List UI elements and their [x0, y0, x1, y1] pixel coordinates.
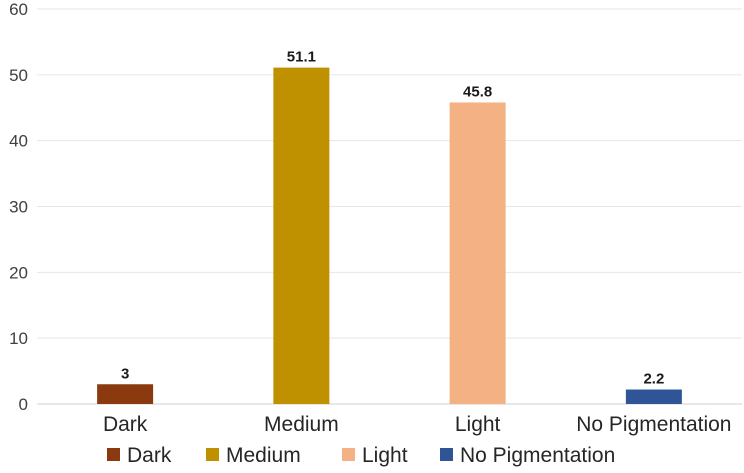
legend-item-no-pigmentation: No Pigmentation — [440, 444, 615, 467]
y-tick-label: 40 — [9, 132, 28, 151]
bar-medium — [273, 67, 330, 404]
legend: Dark Medium Light No Pigmentation — [107, 444, 615, 467]
x-tick-label-no-pigmentation: No Pigmentation — [576, 413, 731, 436]
gridlines — [37, 8, 742, 405]
legend-label: Light — [362, 444, 408, 467]
legend-label: Dark — [127, 444, 172, 467]
legend-swatch — [440, 448, 453, 461]
x-tick-label-medium: Medium — [264, 413, 339, 436]
data-label-light: 45.8 — [463, 83, 492, 100]
bar-light — [449, 102, 506, 404]
bars — [97, 67, 682, 404]
data-label-medium: 51.1 — [287, 49, 316, 66]
legend-item-medium: Medium — [206, 444, 301, 467]
legend-label: Medium — [226, 444, 301, 467]
y-tick-label: 0 — [19, 395, 28, 414]
y-tick-label: 10 — [9, 329, 28, 348]
y-tick-label: 30 — [9, 198, 28, 217]
legend-swatch — [107, 448, 120, 461]
x-tick-label-dark: Dark — [103, 413, 148, 436]
legend-swatch — [206, 448, 219, 461]
bar-dark — [97, 384, 154, 404]
data-labels: 3 51.1 45.8 2.2 — [121, 49, 664, 388]
x-axis-categories: Dark Medium Light No Pigmentation — [103, 413, 732, 436]
legend-item-dark: Dark — [107, 444, 172, 467]
x-tick-label-light: Light — [455, 413, 501, 436]
legend-label: No Pigmentation — [460, 444, 615, 467]
y-tick-label: 20 — [9, 263, 28, 282]
legend-item-light: Light — [342, 444, 408, 467]
data-label-dark: 3 — [121, 365, 129, 382]
y-axis-ticks: 0 10 20 30 40 50 60 — [9, 0, 28, 414]
y-tick-label: 60 — [9, 0, 28, 19]
bar-no-pigmentation — [625, 389, 682, 404]
y-tick-label: 50 — [9, 66, 28, 85]
data-label-no-pigmentation: 2.2 — [643, 371, 664, 388]
legend-swatch — [342, 448, 355, 461]
